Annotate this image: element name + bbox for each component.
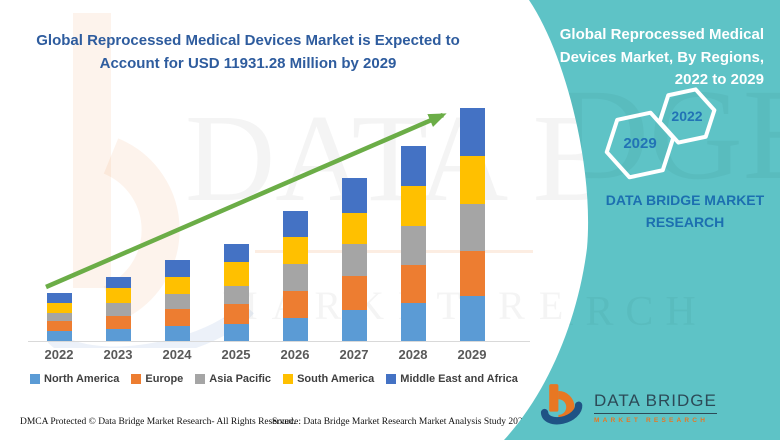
bar-segment-2028-asia-pacific xyxy=(400,225,426,265)
bar-segment-2026-asia-pacific xyxy=(282,264,308,291)
chart-region: DATA BRIDGE MARKET RESEARCH Global Repro… xyxy=(8,13,780,385)
bar-segment-2022-europe xyxy=(46,321,72,331)
bar-segment-2022-south-america xyxy=(46,302,72,313)
bar-segment-2029-north-america xyxy=(459,296,485,341)
bar-segment-2029-middle-east-and-africa xyxy=(459,108,485,157)
company-logo-subtitle: MARKET RESEARCH xyxy=(594,417,709,424)
legend-item: Middle East and Africa xyxy=(386,373,518,385)
bar-segment-2026-north-america xyxy=(282,317,308,341)
bar-segment-2026-middle-east-and-africa xyxy=(282,211,308,238)
legend-item: Europe xyxy=(131,373,183,385)
legend-label: Asia Pacific xyxy=(209,373,272,385)
bar-segment-2025-south-america xyxy=(223,262,249,286)
bar-segment-2027-north-america xyxy=(341,310,367,341)
hexagon-2022-icon xyxy=(657,87,717,145)
bar-segment-2022-middle-east-and-africa xyxy=(46,292,72,303)
legend-label: Europe xyxy=(145,373,184,385)
bar-segment-2023-asia-pacific xyxy=(105,302,131,316)
bar-segment-2022-north-america xyxy=(46,331,72,341)
bar-segment-2029-south-america xyxy=(459,156,485,205)
chart-title-line2: Account for USD 11931.28 Million by 2029 xyxy=(99,54,397,72)
sidebar-title: Global Reprocessed Medical Devices Marke… xyxy=(529,24,764,92)
bar-segment-2024-south-america xyxy=(164,277,190,294)
legend: North America Europe Asia Pacific South Ame… xyxy=(30,373,518,385)
bar-segment-2026-south-america xyxy=(282,237,308,264)
x-axis-line xyxy=(28,341,530,342)
company-logo: DATA BRIDGE MARKET RESEARCH xyxy=(540,382,717,434)
bar-segment-2025-asia-pacific xyxy=(223,286,249,304)
legend-item: South America xyxy=(283,373,374,385)
bar-segment-2027-south-america xyxy=(341,213,367,244)
bar-segment-2025-north-america xyxy=(223,324,249,341)
bar-segment-2024-asia-pacific xyxy=(164,294,190,309)
legend-label: North America xyxy=(44,373,120,385)
bar-segment-2022-asia-pacific xyxy=(46,312,72,321)
chart-title: Global Reprocessed Medical Devices Marke… xyxy=(8,30,488,75)
bar-segment-2028-south-america xyxy=(400,186,426,226)
legend-label: Middle East and Africa xyxy=(400,373,518,385)
bar-segment-2028-middle-east-and-africa xyxy=(400,146,426,186)
x-axis-label-2025: 2025 xyxy=(221,347,251,362)
bar-segment-2024-europe xyxy=(164,309,190,326)
bar-segment-2027-middle-east-and-africa xyxy=(341,178,367,214)
bar-segment-2029-europe xyxy=(459,251,485,296)
company-logo-icon xyxy=(540,384,583,425)
bar-segment-2028-north-america xyxy=(400,302,426,341)
footer-copyright: DMCA Protected © Data Bridge Market Rese… xyxy=(20,417,296,427)
sidebar-brand-line1: DATA BRIDGE MARKET xyxy=(605,192,765,208)
bar-segment-2029-asia-pacific xyxy=(459,204,485,251)
sidebar-title-line1: Global Reprocessed Medical xyxy=(559,26,764,43)
bar-segment-2027-asia-pacific xyxy=(341,244,367,276)
x-axis-label-2023: 2023 xyxy=(103,347,133,362)
chart-title-line1: Global Reprocessed Medical Devices Marke… xyxy=(36,32,460,49)
x-axis-label-2028: 2028 xyxy=(398,347,428,362)
bar-segment-2023-europe xyxy=(105,316,131,329)
sidebar-shape xyxy=(504,0,780,440)
bar-segment-2028-europe xyxy=(400,264,426,303)
sidebar-brand-line2: RESEARCH xyxy=(645,213,725,230)
sidebar-watermark-text2: SEARCH xyxy=(480,289,708,335)
x-axis-label-2026: 2026 xyxy=(280,347,310,362)
legend-item: Asia Pacific xyxy=(195,373,271,385)
legend-swatch-icon xyxy=(131,374,142,384)
footer-source: Source: Data Bridge Market Research Mark… xyxy=(272,417,528,427)
x-axis-label-2029: 2029 xyxy=(457,347,487,362)
legend-swatch-icon xyxy=(386,374,397,384)
bar-segment-2023-middle-east-and-africa xyxy=(105,277,131,288)
x-axis-label-2027: 2027 xyxy=(339,347,369,362)
bar-segment-2025-europe xyxy=(223,304,249,324)
legend-label: South America xyxy=(297,373,375,385)
sidebar-title-line3: 2022 to 2029 xyxy=(674,71,764,88)
sidebar-title-line2: Devices Market, By Regions, xyxy=(559,48,764,66)
sidebar-panel: RIDGE SEARCH Global Reprocessed Medical … xyxy=(480,0,780,440)
bar-segment-2027-europe xyxy=(341,276,367,310)
bar-segment-2023-south-america xyxy=(105,287,131,303)
bar-segment-2024-middle-east-and-africa xyxy=(164,260,190,278)
company-logo-text: DATA BRIDGE MARKET RESEARCH xyxy=(594,382,717,424)
sidebar-brand-text: DATA BRIDGE MARKET RESEARCH xyxy=(560,190,780,233)
legend-swatch-icon xyxy=(283,374,294,384)
x-axis-label-2022: 2022 xyxy=(44,347,74,362)
legend-swatch-icon xyxy=(30,374,40,384)
legend-item: North America xyxy=(30,373,119,385)
hexagon-2029-label: 2029 xyxy=(623,135,657,152)
bar-segment-2023-north-america xyxy=(105,329,131,341)
bar-segment-2024-north-america xyxy=(164,326,190,341)
bar-segment-2026-europe xyxy=(282,291,308,318)
x-axis-label-2024: 2024 xyxy=(162,347,192,362)
legend-swatch-icon xyxy=(195,374,206,384)
company-logo-name: DATA BRIDGE xyxy=(594,391,717,414)
hexagon-2022-label: 2022 xyxy=(671,108,703,124)
bar-segment-2025-middle-east-and-africa xyxy=(223,244,249,262)
hexagon-2029-icon xyxy=(604,110,676,180)
